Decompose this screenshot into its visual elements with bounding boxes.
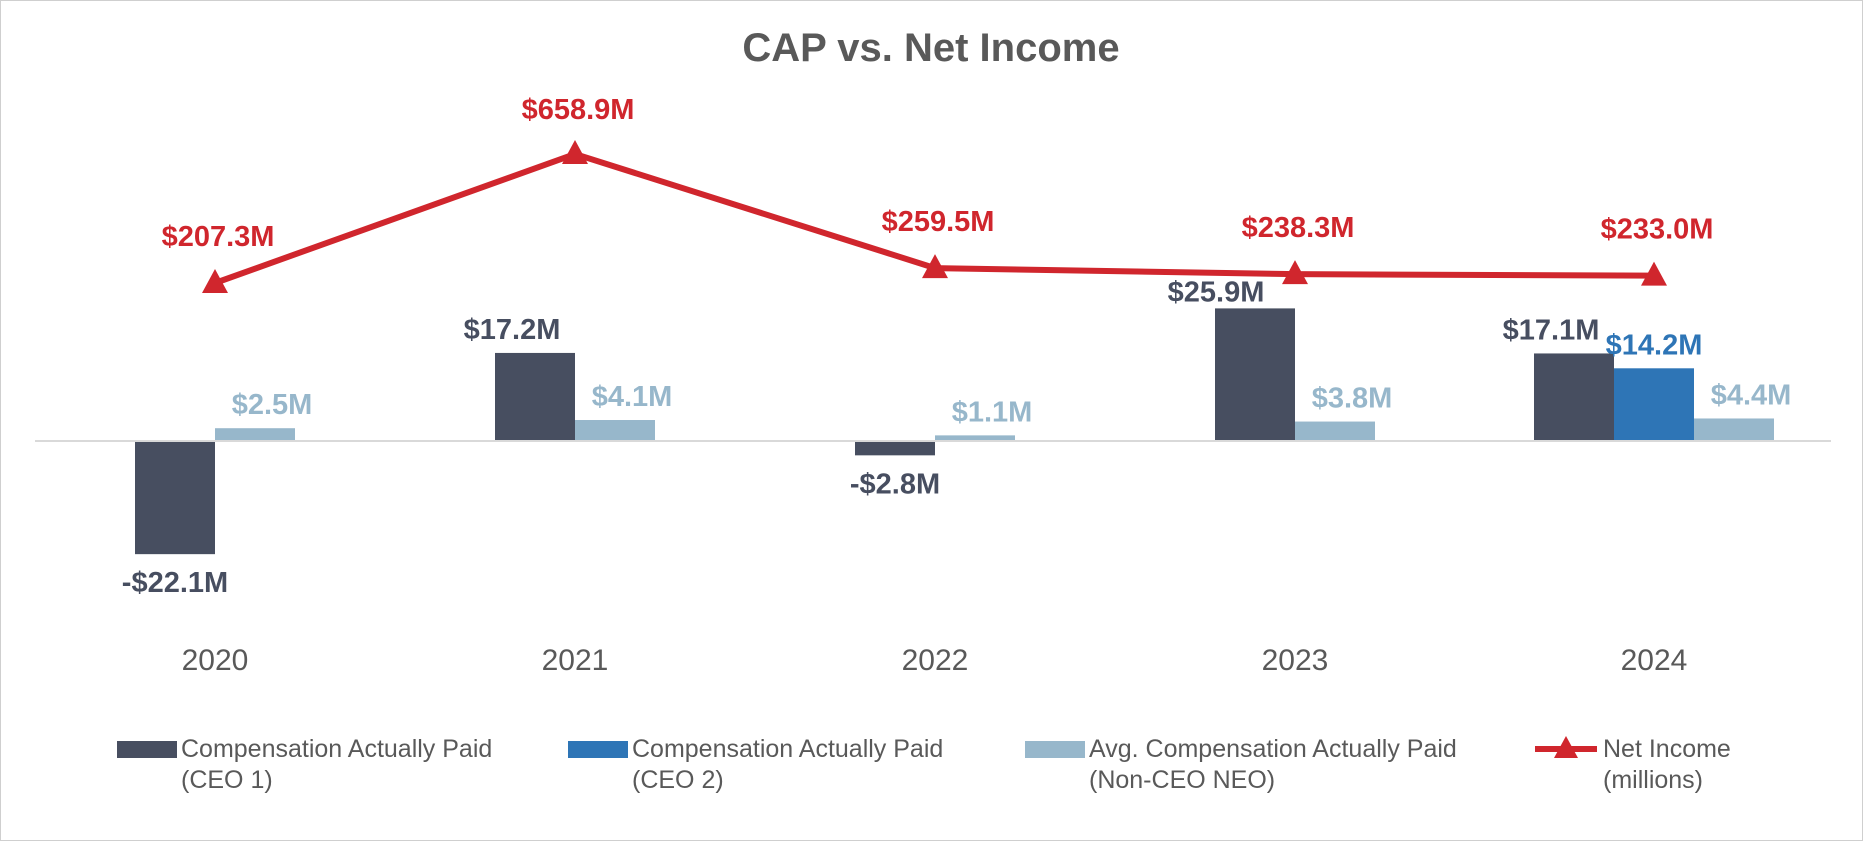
x-tick-2023: 2023: [1262, 644, 1329, 677]
legend-text-line: (CEO 2): [632, 766, 724, 794]
legend-text-line: Net Income: [1603, 735, 1731, 763]
bar-label-series3-2021: $4.1M: [592, 381, 673, 413]
legend-item-2: Compensation Actually Paid (CEO 2): [568, 735, 943, 794]
net-income-marker-2022: [922, 254, 948, 279]
bar-label-series1-2024: $17.1M: [1503, 314, 1600, 346]
legend-swatch: [568, 741, 628, 758]
legend-text-line: (CEO 1): [181, 766, 273, 794]
legend: Compensation Actually Paid(CEO 1)Compens…: [117, 735, 1731, 794]
line-layer: [202, 140, 1667, 293]
bar-series1-2022: [855, 441, 935, 456]
bar-label-series3-2020: $2.5M: [232, 389, 313, 421]
x-tick-2022: 2022: [902, 644, 969, 677]
bar-series3-2022: [935, 435, 1015, 441]
bar-label-series3-2022: $1.1M: [952, 396, 1033, 428]
net-income-marker-2023: [1282, 260, 1308, 285]
labels-layer: -$22.1M $2.5M $17.2M $4.1M -$2.8M $1.1M $25.9M…: [122, 94, 1792, 599]
bar-label-series2-2024: $14.2M: [1606, 329, 1703, 361]
legend-text-line: Compensation Actually Paid: [632, 735, 943, 763]
net-income-marker-2024: [1641, 261, 1667, 286]
legend-swatch-marker: [1554, 736, 1578, 758]
bar-series1-2023: [1215, 308, 1295, 441]
net-income-label-2021: $658.9M: [522, 94, 635, 126]
chart-title: CAP vs. Net Income: [742, 26, 1119, 70]
net-income-marker-2021: [562, 140, 588, 164]
bar-series1-2021: [495, 352, 575, 441]
bar-series2-2024: [1614, 368, 1694, 441]
net-income-label-2020: $207.3M: [162, 221, 275, 253]
net-income-label-2024: $233.0M: [1601, 214, 1714, 246]
bar-series3-2023: [1295, 421, 1375, 441]
net-income-marker-2020: [202, 269, 228, 293]
legend-item-3: Avg. Compensation Actually Paid (Non-CEO …: [1025, 735, 1457, 794]
bar-label-series1-2020: -$22.1M: [122, 567, 228, 599]
bar-label-series3-2023: $3.8M: [1312, 383, 1393, 415]
bar-series3-2021: [575, 420, 655, 441]
x-tick-2021: 2021: [542, 644, 609, 677]
bar-series3-2024: [1694, 418, 1774, 441]
x-tick-2024: 2024: [1621, 644, 1688, 677]
net-income-label-2023: $238.3M: [1242, 212, 1355, 244]
bar-series3-2020: [215, 428, 295, 441]
legend-swatch: [1025, 741, 1085, 758]
bar-label-series3-2024: $4.4M: [1711, 379, 1792, 411]
legend-text-line: Avg. Compensation Actually Paid: [1089, 735, 1457, 763]
net-income-label-2022: $259.5M: [882, 206, 995, 238]
legend-text-line: (millions): [1603, 766, 1703, 794]
bar-label-series1-2022: -$2.8M: [850, 468, 940, 500]
legend-swatch: [117, 741, 177, 758]
legend-text-line: (Non-CEO NEO): [1089, 766, 1275, 794]
bar-label-series1-2023: $25.9M: [1168, 276, 1265, 308]
x-tick-2020: 2020: [182, 644, 249, 677]
bars-layer: [135, 308, 1774, 555]
category-axis: 2020 2021 2022 2023 2024: [182, 644, 1688, 677]
bar-series1-2024: [1534, 353, 1614, 441]
bar-label-series1-2021: $17.2M: [464, 314, 561, 346]
legend-text-line: Compensation Actually Paid: [181, 735, 492, 763]
legend-item-1: Compensation Actually Paid (CEO 1): [117, 735, 492, 794]
bar-series1-2020: [135, 441, 215, 555]
legend-item-4: Net Income (millions): [1535, 735, 1731, 794]
